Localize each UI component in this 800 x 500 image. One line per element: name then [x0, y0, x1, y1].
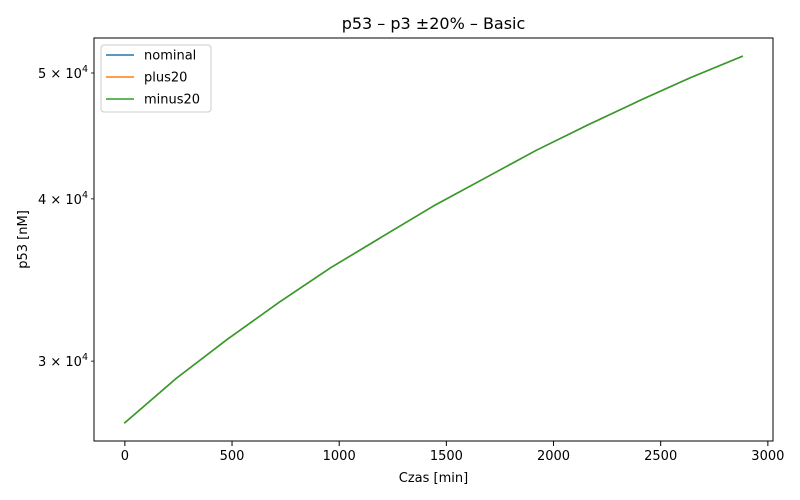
y-tick-label: 4 × 104: [38, 190, 88, 208]
x-tick-label: 1000: [323, 449, 356, 464]
y-tick-exponent: 4: [82, 190, 88, 201]
legend-entry-plus20: plus20: [106, 71, 187, 86]
x-tick-label: 500: [220, 449, 245, 464]
legend-entry-nominal: nominal: [106, 49, 196, 64]
x-axis-label: Czas [min]: [399, 471, 468, 486]
y-tick-label: 5 × 104: [38, 64, 88, 82]
y-tick-mantissa: 3 × 10: [38, 355, 82, 370]
x-tick-label: 3000: [751, 449, 784, 464]
x-tick-label: 2500: [644, 449, 677, 464]
series-lines: [123, 55, 744, 424]
y-axis-label: p53 [nM]: [16, 210, 31, 269]
series-line-minus20: [123, 55, 744, 424]
y-tick-label: 3 × 104: [38, 352, 88, 370]
legend-label: nominal: [144, 49, 196, 64]
legend-label: plus20: [144, 71, 187, 86]
legend: nominal plus20 minus20: [100, 44, 212, 113]
legend-entry-minus20: minus20: [106, 93, 200, 108]
y-tick-exponent: 4: [82, 352, 88, 363]
x-tick-label: 1500: [430, 449, 463, 464]
y-tick-exponent: 4: [82, 64, 88, 75]
axes-frame: [93, 37, 774, 442]
x-tick-label: 2000: [537, 449, 570, 464]
legend-label: minus20: [144, 93, 200, 108]
x-tick-label: 0: [121, 449, 129, 464]
chart-title: p53 – p3 ±20% – Basic: [342, 14, 526, 33]
legend-box: [100, 44, 212, 113]
y-tick-mantissa: 4 × 10: [38, 193, 82, 208]
x-axis-ticks: 0 500 1000 1500 2000 2500 3000: [121, 441, 784, 464]
y-tick-mantissa: 5 × 10: [38, 67, 82, 82]
